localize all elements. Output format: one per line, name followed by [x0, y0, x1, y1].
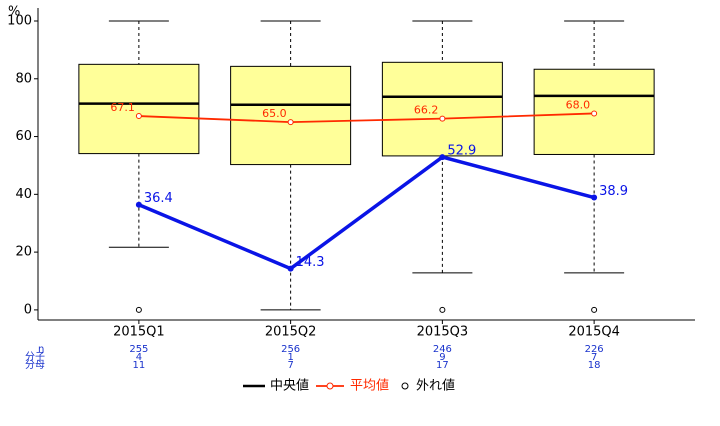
- outlier: [591, 306, 598, 313]
- table-cell: 255: [129, 344, 148, 355]
- y-tick-label: 40: [15, 187, 32, 202]
- y-tick-label: 0: [24, 302, 32, 317]
- legend-mean-marker: [326, 382, 334, 390]
- table-row-label: 分子: [25, 351, 45, 363]
- line-point: [591, 194, 598, 201]
- table-cell: 226: [585, 344, 604, 355]
- legend-outlier-key: [401, 382, 409, 390]
- legend-mean: 平均値: [350, 378, 389, 394]
- table-row-label: n: [38, 344, 44, 355]
- y-axis-label: %: [8, 5, 20, 20]
- line-point: [439, 154, 446, 161]
- line-label: 52.9: [447, 144, 476, 159]
- table-cell: 256: [281, 344, 300, 355]
- table-cell: 11: [133, 360, 146, 371]
- line-point: [287, 265, 294, 272]
- outlier: [135, 306, 142, 313]
- mean-point: [135, 113, 142, 120]
- mean-label: 68.0: [566, 98, 591, 111]
- y-tick-label: 80: [15, 71, 32, 86]
- mean-label: 66.2: [414, 104, 439, 117]
- line-label: 14.3: [296, 255, 325, 270]
- table-cell: 9: [439, 352, 445, 363]
- line: [138, 155, 595, 271]
- table-row-label: 分母: [25, 359, 45, 371]
- table-cell: 7: [591, 352, 597, 363]
- box: [381, 61, 503, 157]
- mean-point: [591, 110, 598, 117]
- table-cell: 1: [287, 352, 293, 363]
- legend-outlier: 外れ値: [416, 378, 455, 394]
- line-point: [135, 201, 142, 208]
- x-tick-label: 2015Q1: [113, 325, 165, 340]
- x-tick-label: 2015Q2: [265, 325, 317, 340]
- table-cell: 17: [436, 360, 449, 371]
- x-tick-label: 2015Q3: [417, 325, 469, 340]
- line-label: 38.9: [599, 184, 628, 199]
- outlier: [439, 306, 446, 313]
- legend-median: 中央値: [270, 378, 309, 394]
- mean-label: 67.1: [110, 101, 135, 114]
- table-cell: 246: [433, 344, 452, 355]
- x-tick-label: 2015Q4: [568, 325, 620, 340]
- mean-point: [439, 115, 446, 122]
- box: [78, 63, 200, 155]
- box: [230, 65, 352, 166]
- y-tick-label: 20: [15, 245, 32, 260]
- mean-point: [287, 119, 294, 126]
- mean-label: 65.0: [262, 107, 287, 120]
- mean-line: [138, 112, 595, 124]
- table-cell: 4: [136, 352, 142, 363]
- table-cell: 18: [588, 360, 601, 371]
- line-label: 36.4: [144, 191, 173, 206]
- table-cell: 7: [287, 360, 293, 371]
- y-tick-label: 60: [15, 129, 32, 144]
- y-tick-label: 100: [7, 14, 32, 29]
